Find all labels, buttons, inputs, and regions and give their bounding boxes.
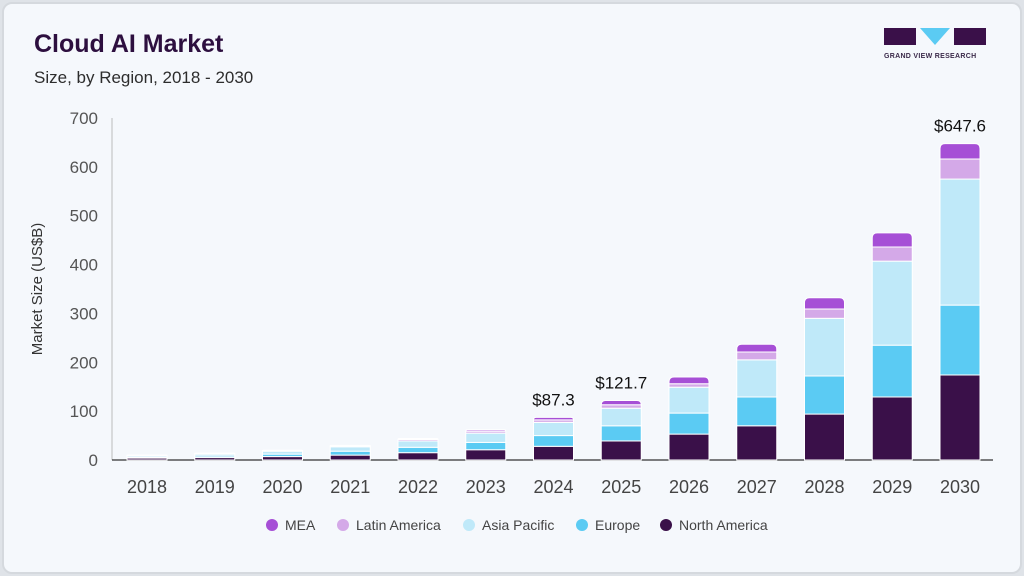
- bar-segment-asia-pacific: [533, 421, 574, 437]
- bar-segment-latin-america: [871, 246, 913, 262]
- y-tick-label: 100: [70, 402, 98, 421]
- bar-segment-asia-pacific: [939, 178, 981, 306]
- legend-label: Asia Pacific: [482, 517, 554, 533]
- bar-segment-mea: [804, 297, 845, 310]
- bar-segment-europe: [871, 344, 913, 398]
- x-tick-label: 2018: [127, 477, 167, 497]
- legend-marker: [266, 519, 278, 531]
- bar-segment-europe: [465, 441, 507, 451]
- bar-segment-mea: [939, 143, 981, 160]
- bar-segment-europe: [939, 304, 981, 376]
- bar-segment-europe: [668, 412, 710, 435]
- bar-segment-latin-america: [804, 308, 845, 319]
- bar-segment-asia-pacific: [397, 440, 439, 448]
- bar-segment-north-america: [397, 452, 439, 461]
- bar-segment-latin-america: [600, 404, 642, 409]
- bar-segment-europe: [397, 446, 439, 454]
- bar-segment-asia-pacific: [668, 386, 710, 414]
- y-axis-label: Market Size (US$B): [29, 223, 46, 356]
- legend-marker: [463, 519, 475, 531]
- y-tick-label: 300: [70, 304, 98, 323]
- bar-segment-asia-pacific: [329, 446, 371, 452]
- y-tick-label: 200: [70, 353, 98, 372]
- grand-view-research-logo: GRAND VIEW RESEARCH: [884, 28, 986, 60]
- x-tick-label: 2024: [533, 477, 573, 497]
- logo-text: GRAND VIEW RESEARCH: [884, 53, 977, 60]
- bar-segment-north-america: [533, 445, 574, 461]
- bar-segment-asia-pacific: [736, 359, 778, 398]
- chart-title: Cloud AI Market: [34, 30, 224, 58]
- legend-label: Europe: [595, 517, 640, 533]
- x-tick-label: 2022: [398, 477, 438, 497]
- bar-segment-latin-america: [736, 351, 778, 361]
- x-tick-label: 2019: [195, 477, 235, 497]
- bar-segment-north-america: [600, 440, 642, 461]
- bar-segment-europe: [533, 435, 574, 447]
- chart-subtitle: Size, by Region, 2018 - 2030: [34, 68, 254, 87]
- legend-label: MEA: [285, 517, 316, 533]
- bar-segment-mea: [397, 438, 439, 440]
- legend-marker: [660, 519, 672, 531]
- data-label: $87.3: [532, 390, 575, 409]
- bar-segment-mea: [532, 416, 575, 421]
- bar-segment-asia-pacific: [465, 432, 507, 443]
- data-label: $647.6: [934, 117, 986, 136]
- x-tick-label: 2025: [601, 477, 641, 497]
- data-label: $121.7: [595, 374, 647, 393]
- x-tick-label: 2030: [940, 477, 980, 497]
- x-tick-label: 2023: [466, 477, 506, 497]
- bar-segment-north-america: [668, 433, 710, 461]
- bar-segment-asia-pacific: [804, 317, 845, 377]
- x-tick-label: 2028: [804, 477, 844, 497]
- bar-segment-north-america: [736, 425, 778, 461]
- bar-segment-north-america: [262, 456, 303, 461]
- legend-label: North America: [679, 517, 768, 533]
- bar-segment-asia-pacific: [600, 407, 642, 427]
- bar-segment-europe: [329, 450, 371, 456]
- y-tick-label: 400: [70, 256, 98, 275]
- y-tick-label: 600: [70, 158, 98, 177]
- x-tick-label: 2021: [330, 477, 370, 497]
- x-tick-label: 2029: [872, 477, 912, 497]
- bar-segment-latin-america: [668, 383, 710, 388]
- bar-segment-north-america: [329, 454, 371, 461]
- bar-segment-asia-pacific: [871, 260, 913, 346]
- logo-mark-icon: [884, 28, 986, 45]
- bar-segment-latin-america: [939, 158, 981, 180]
- y-tick-label: 700: [70, 109, 98, 128]
- x-tick-label: 2020: [262, 477, 302, 497]
- x-tick-label: 2026: [669, 477, 709, 497]
- legend-label: Latin America: [356, 517, 441, 533]
- y-tick-label: 0: [89, 451, 98, 470]
- x-tick-label: 2027: [737, 477, 777, 497]
- bar-segment-north-america: [939, 374, 981, 461]
- bar-segment-europe: [736, 396, 778, 427]
- bar-segment-north-america: [465, 449, 507, 461]
- bar-segment-mea: [736, 343, 778, 353]
- bar-segment-mea: [668, 376, 710, 385]
- bar-segment-mea: [465, 429, 507, 432]
- bar-segment-north-america: [871, 396, 913, 461]
- legend-marker: [576, 519, 588, 531]
- legend-marker: [337, 519, 349, 531]
- bar-segment-north-america: [804, 413, 845, 461]
- bar-segment-europe: [804, 375, 845, 415]
- bar-segment-europe: [600, 425, 642, 442]
- bar-segment-mea: [871, 232, 913, 248]
- y-tick-label: 500: [70, 207, 98, 226]
- bar-segment-mea: [600, 400, 642, 406]
